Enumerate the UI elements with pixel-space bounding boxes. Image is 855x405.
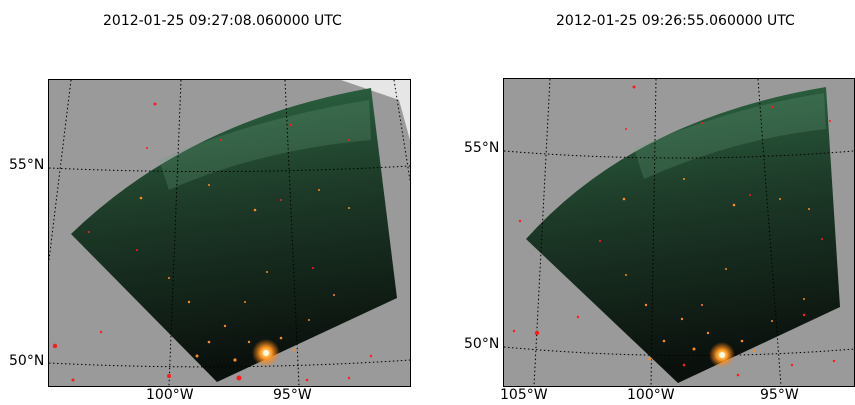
right-lon-label-95: 95°W — [760, 387, 799, 403]
left-map-title: 2012-01-25 09:27:08.060000 UTC — [103, 13, 342, 29]
satellite-swath — [71, 88, 397, 382]
right-lon-label-105: 105°W — [500, 387, 548, 403]
aurora-streaks — [634, 93, 826, 179]
lat-gridline-50 — [49, 359, 410, 368]
left-lat-label-50: 50°N — [9, 353, 45, 369]
right-map-title: 2012-01-25 09:26:55.060000 UTC — [556, 13, 795, 29]
right-map-canvas — [504, 79, 854, 386]
lon-gridline-100 — [168, 80, 182, 386]
right-lat-label-55: 55°N — [464, 140, 500, 156]
fire-points — [52, 102, 373, 382]
lon-gridline-95 — [757, 79, 782, 386]
city-lights — [622, 178, 810, 361]
nodata-region — [341, 80, 410, 140]
left-lon-label-100: 100°W — [146, 387, 194, 403]
aurora-streaks — [159, 100, 371, 190]
satellite-swath — [526, 87, 840, 383]
fire-points — [512, 85, 836, 377]
city-light — [719, 352, 725, 358]
lat-gridline-55 — [504, 150, 854, 159]
city-light — [263, 350, 269, 356]
left-map[interactable] — [48, 79, 411, 387]
right-lon-label-100: 100°W — [627, 387, 675, 403]
lat-gridline-50 — [504, 346, 854, 357]
lon-gridline-95 — [284, 80, 300, 386]
lat-gridline-55 — [49, 165, 410, 173]
city-lights — [139, 184, 350, 362]
left-lat-label-55: 55°N — [9, 157, 45, 173]
right-lat-label-50: 50°N — [464, 336, 500, 352]
right-map[interactable] — [503, 78, 855, 387]
left-lon-label-95: 95°W — [273, 387, 312, 403]
lon-gridline-90 — [393, 80, 410, 181]
left-map-canvas — [49, 80, 410, 386]
